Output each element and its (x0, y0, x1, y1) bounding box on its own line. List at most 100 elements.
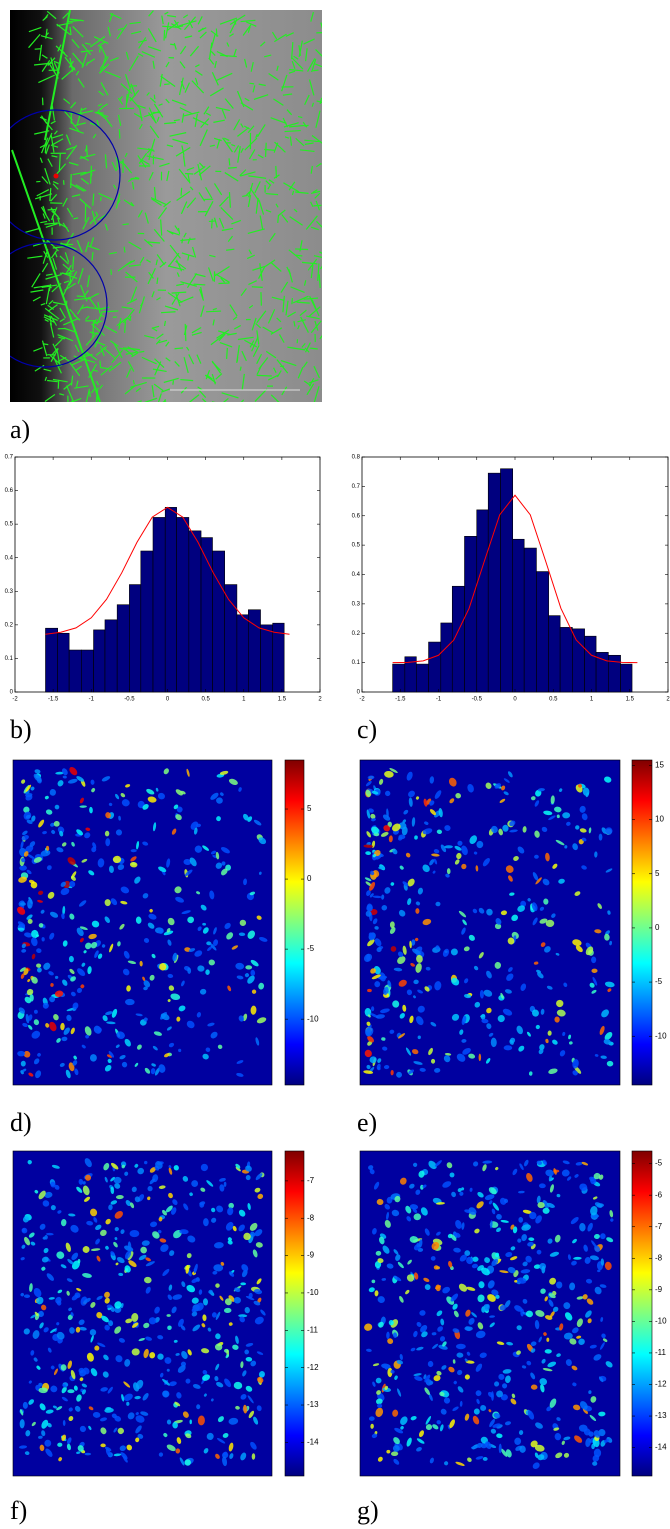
fibre-segment (50, 57, 56, 72)
heatmap-blob (215, 1333, 221, 1340)
heatmap-blob (84, 1196, 91, 1202)
heatmap-blob (405, 1205, 412, 1214)
heatmap-blob (561, 1440, 565, 1445)
heatmap-blob (402, 819, 406, 824)
fibre-segment (77, 78, 85, 88)
bar (440, 622, 453, 693)
fibre-segment (52, 133, 64, 139)
heatmap-blob (547, 1361, 557, 1368)
heatmap-blob (134, 1395, 141, 1400)
heatmap-blob (376, 1198, 384, 1206)
heatmap-blob (542, 878, 550, 886)
fibre-segment (72, 256, 75, 270)
heatmap-blob (424, 1374, 431, 1383)
fibre-segment (46, 10, 57, 20)
heatmap-blob (31, 1421, 36, 1427)
heatmap-blob (124, 1265, 131, 1273)
heatmap-blob (215, 851, 220, 860)
fibre-segment (100, 365, 113, 376)
heatmap-blob (260, 1309, 266, 1316)
heatmap-blob (30, 1314, 37, 1319)
fibre-segment (41, 54, 48, 59)
heatmap-blob (250, 959, 259, 967)
fibre-segment (258, 83, 266, 87)
heatmap-blob (131, 1312, 139, 1322)
heatmap-blob (445, 873, 450, 878)
heatmap-blob (74, 1068, 79, 1076)
heatmap-blob (175, 789, 183, 796)
fibre-segment (321, 388, 322, 391)
heatmap-blob (373, 966, 381, 975)
heatmap-blob (223, 1307, 232, 1314)
heatmap-blob (416, 1438, 425, 1444)
fibre-segment (278, 334, 285, 343)
fibre-segment (296, 301, 310, 304)
heatmap-blob (371, 1433, 378, 1439)
heatmap-blob (501, 785, 506, 791)
fibre-segment (76, 240, 83, 253)
fibre-segment (57, 334, 74, 342)
heatmap-blob (585, 1438, 591, 1448)
heatmap-blob (449, 1419, 455, 1429)
heatmap-blob (593, 1172, 601, 1180)
heatmap-blob (160, 1244, 169, 1252)
heatmap-blob (434, 1160, 442, 1167)
fibre-segment (62, 281, 71, 297)
heatmap-blob (503, 1045, 513, 1051)
fibre-segment (144, 212, 149, 224)
heatmap-blob (486, 1007, 492, 1014)
x-tick-label: -2 (12, 697, 18, 703)
colorbar-tick-label: -8 (655, 1253, 663, 1262)
fibre-segment (274, 33, 287, 43)
heatmap-blob (491, 1391, 494, 1401)
fibre-segment (270, 117, 287, 125)
image-a (10, 10, 322, 402)
heatmap-blob (28, 1024, 33, 1030)
fibre-segment (52, 180, 59, 185)
heatmap-blob (115, 793, 120, 800)
heatmap-blob (554, 1016, 560, 1023)
heatmap-blob (76, 829, 84, 836)
heatmap-blob (192, 1324, 201, 1332)
heatmap-blob (219, 1177, 226, 1182)
heatmap-blob (168, 1042, 175, 1048)
heatmap-blob (20, 1257, 25, 1261)
heatmap-blob (592, 976, 598, 986)
heatmap-blob (245, 1342, 254, 1347)
heatmap-blob (582, 787, 590, 796)
heatmap-blob (79, 1377, 84, 1382)
y-tick-label: 0.3 (352, 601, 361, 607)
heatmap-blob (164, 1053, 170, 1058)
fibre-segment (172, 380, 175, 385)
heatmap-blob (258, 837, 267, 845)
heatmap-blob (178, 1005, 186, 1012)
heatmap-blob (378, 1321, 384, 1328)
heatmap-blob (372, 1363, 380, 1367)
heatmap-blob (505, 1375, 511, 1384)
heatmap-blob (159, 1238, 167, 1243)
heatmap-blob (374, 1290, 379, 1297)
heatmap-blob (511, 914, 519, 922)
heatmap-blob (579, 805, 586, 813)
heatmap-blob (202, 1370, 208, 1375)
heatmap-blob (54, 804, 60, 810)
heatmap-blob (76, 1394, 82, 1402)
heatmap-blob (534, 800, 540, 807)
heatmap-blob (457, 1386, 464, 1393)
fibre-segment (163, 399, 167, 402)
heatmap-blob (539, 906, 545, 911)
fibre-segment (113, 184, 117, 189)
heatmap-blob (384, 1219, 391, 1228)
heatmap-blob (468, 934, 475, 941)
heatmap-blob (366, 831, 372, 838)
heatmap-blobs (19, 1158, 266, 1467)
fibre-segment (248, 280, 257, 286)
fibre-segment (117, 27, 124, 31)
heatmap-blob (439, 1391, 445, 1397)
fibre-segment (181, 145, 185, 156)
fibre-segment (265, 209, 272, 213)
fibre-segment (85, 388, 91, 402)
fibre-segment (41, 176, 49, 184)
heatmap-blob (509, 1039, 514, 1045)
